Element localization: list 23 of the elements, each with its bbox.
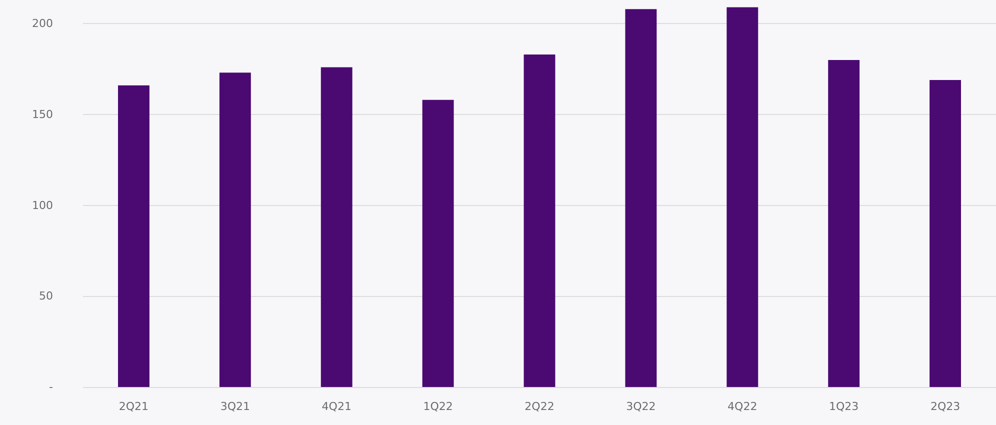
x-tick-label: 1Q23 — [829, 400, 859, 413]
x-tick-label: 1Q22 — [423, 400, 453, 413]
bar — [422, 100, 454, 387]
x-tick-label: 4Q22 — [728, 400, 758, 413]
x-tick-label: 2Q23 — [930, 400, 960, 413]
x-tick-label: 3Q22 — [626, 400, 656, 413]
y-tick-label: - — [49, 380, 54, 394]
y-tick-label: 50 — [39, 290, 53, 303]
bar — [219, 72, 251, 387]
y-tick-label: 200 — [32, 17, 53, 30]
y-tick-label: 150 — [32, 108, 53, 121]
x-tick-label: 3Q21 — [220, 400, 250, 413]
bar — [828, 60, 860, 387]
x-tick-label: 2Q21 — [118, 400, 149, 413]
bar — [726, 7, 758, 387]
bar — [930, 80, 961, 387]
x-tick-label: 4Q21 — [322, 400, 352, 413]
x-tick-label: 2Q22 — [524, 400, 554, 413]
bar — [625, 9, 657, 387]
bar — [524, 54, 556, 387]
bar — [320, 67, 352, 387]
y-tick-label: 100 — [32, 198, 53, 212]
bar — [118, 85, 150, 387]
